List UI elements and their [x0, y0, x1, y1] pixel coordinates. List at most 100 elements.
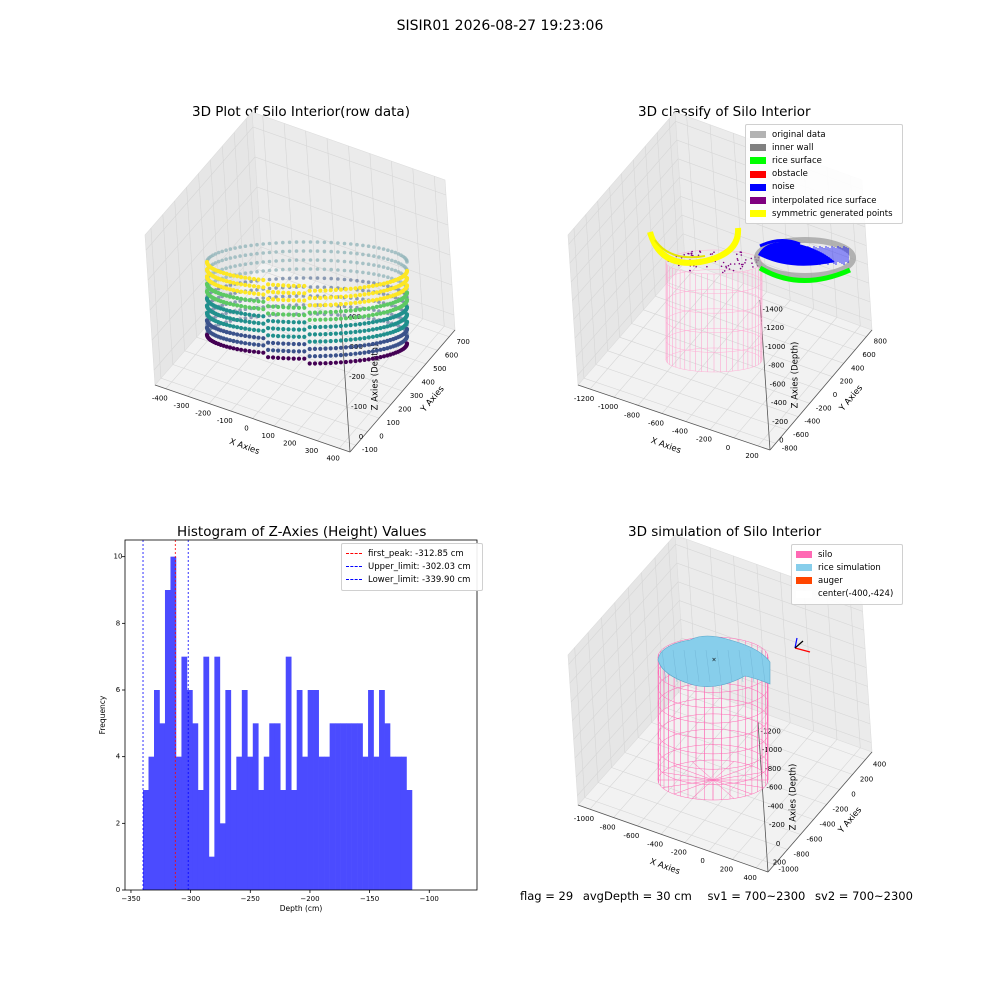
panel1-point	[362, 300, 366, 304]
panel4-legend-swatch	[796, 564, 812, 571]
panel1-point	[358, 286, 362, 290]
panel1-point	[256, 328, 260, 332]
panel1-point	[276, 298, 280, 302]
panel1-point	[329, 346, 333, 350]
panel1-x-axis-label: X Axies	[228, 437, 261, 457]
panel1-point	[367, 271, 371, 275]
panel1-point	[292, 357, 296, 361]
panel1-point	[339, 295, 343, 299]
histogram-bar	[401, 757, 407, 890]
panel1-point	[405, 291, 409, 295]
panel1-point	[231, 303, 235, 307]
histogram-legend-label: Lower_limit: -339.90 cm	[368, 575, 470, 585]
panel1-point	[318, 303, 322, 307]
panel1-point	[405, 276, 409, 280]
panel1-point	[367, 280, 371, 284]
histogram-bar	[258, 790, 264, 890]
panel1-point	[367, 321, 371, 325]
panel1-point	[313, 340, 317, 344]
panel1-point	[334, 361, 338, 365]
panel1-point	[353, 337, 357, 341]
panel1-point	[256, 321, 260, 325]
panel1-point	[261, 292, 265, 296]
panel1-point	[405, 312, 409, 316]
panel2-x-tick-label: 0	[726, 444, 730, 452]
panel1-point	[286, 335, 290, 339]
panel1-point	[239, 311, 243, 315]
panel1-point	[233, 255, 237, 259]
panel1-point	[256, 314, 260, 318]
panel4-legend-entry: auger	[796, 574, 898, 587]
panel2-interp-point	[729, 268, 731, 270]
panel2-x-tick-label: -1000	[598, 403, 618, 411]
panel1-point	[286, 284, 290, 288]
panel1-point	[295, 249, 299, 253]
panel1-point	[247, 276, 251, 280]
panel1-point	[281, 283, 285, 287]
panel1-point	[292, 342, 296, 346]
panel4-z-tick-label: 0	[776, 840, 780, 848]
panel1-point	[353, 352, 357, 356]
panel1-point	[329, 241, 333, 245]
panel1-point	[243, 305, 247, 309]
flag-text: flag = 29	[520, 889, 573, 903]
panel1-point	[256, 343, 260, 347]
panel1-point	[249, 262, 253, 266]
panel1-point	[318, 296, 322, 300]
panel1-point	[276, 319, 280, 323]
panel1-point	[252, 328, 256, 332]
panel2-interp-point	[691, 254, 693, 256]
panel1-point	[329, 288, 333, 292]
panel1-point	[362, 285, 366, 289]
panel1-point	[372, 245, 376, 249]
panel1-point	[255, 270, 259, 274]
panel4-x-tick-label: -200	[671, 849, 687, 857]
panel1-point	[274, 268, 278, 272]
panel1-point	[295, 276, 299, 280]
panel1-point	[339, 317, 343, 321]
panel2-interp-point	[724, 270, 726, 272]
panel1-point	[358, 300, 362, 304]
panel1-y-tick-label: 700	[456, 338, 469, 346]
histogram-bar	[390, 757, 396, 890]
panel1-point	[362, 314, 366, 318]
panel1-point	[308, 347, 312, 351]
panel1-point	[220, 250, 224, 254]
panel1-point	[344, 324, 348, 328]
panel1-point	[247, 320, 251, 324]
panel1-point	[382, 247, 386, 251]
panel1-point	[266, 297, 270, 301]
panel1-point	[281, 305, 285, 309]
panel2-interp-point	[730, 263, 732, 265]
panel1-point	[231, 339, 235, 343]
panel1-point	[235, 325, 239, 329]
panel4-x-tick-label: -800	[600, 824, 616, 832]
panel1-point	[302, 267, 306, 271]
panel1-point	[382, 265, 386, 269]
panel1-point	[367, 292, 371, 296]
panel1-point	[286, 327, 290, 331]
panel2-interp-point	[712, 253, 714, 255]
panel4-z-axis-label: Z Axies (Depth)	[789, 764, 799, 831]
panel1-point	[316, 285, 320, 289]
panel2-interp-point	[742, 264, 744, 266]
panel1-point	[367, 299, 371, 303]
panel1-point	[233, 264, 237, 268]
panel1-point	[261, 307, 265, 311]
panel1-point	[252, 342, 256, 346]
panel1-point	[308, 311, 312, 315]
panel1-point	[288, 268, 292, 272]
panel2-legend-swatch	[750, 131, 766, 138]
panel1-point	[297, 335, 301, 339]
panel4-legend-swatch	[796, 591, 812, 598]
avg-depth-text: avgDepth = 30 cm	[583, 889, 692, 903]
panel1-point	[367, 328, 371, 332]
panel1-point	[297, 342, 301, 346]
panel2-z-tick-label: -600	[770, 380, 786, 388]
panel1-point	[238, 245, 242, 249]
panel1-point	[323, 317, 327, 321]
histogram-bar	[159, 723, 165, 890]
panel2-legend-label: noise	[772, 182, 795, 192]
histogram-bar	[374, 757, 380, 890]
histogram-bar	[368, 690, 374, 890]
